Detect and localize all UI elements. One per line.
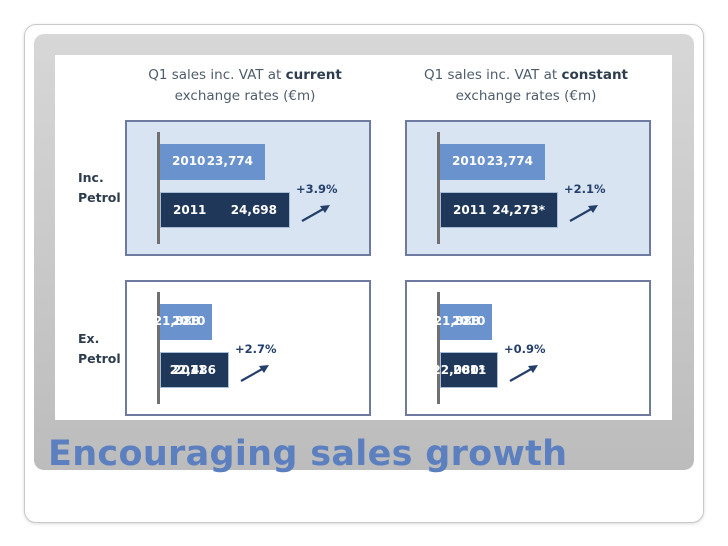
arrow-shaft: [301, 207, 326, 222]
arrow-head: [320, 205, 330, 213]
up-arrow-icon: [569, 205, 598, 222]
column-title-constant-emph: constant: [561, 67, 629, 83]
row-label-inc-petrol: Inc. Petrol: [78, 168, 121, 208]
chart-panel: 2010 23,774 2011 24,273* +2.1%: [405, 120, 651, 256]
bar-value-label: 23,774: [206, 154, 253, 168]
column-title-constant-post: exchange rates (€m): [455, 88, 597, 104]
column-title-current: Q1 sales inc. VAT at current exchange ra…: [105, 65, 385, 107]
panel-axis: [157, 132, 160, 244]
arrow-shaft: [509, 367, 534, 382]
bar-value-label: 22,080*: [432, 363, 485, 377]
bar-2011: 2011 24,273*: [440, 192, 558, 228]
panel-axis: [157, 292, 160, 404]
bar-value-label: 21,888: [153, 314, 200, 328]
bar-year-label: 2011: [453, 203, 487, 217]
up-arrow-icon: [301, 205, 330, 222]
row-label-ex-petrol: Ex. Petrol: [78, 329, 121, 369]
growth-label: +2.7%: [235, 342, 277, 356]
bar-value-label: 21,888: [433, 314, 480, 328]
column-title-current-pre: Q1 sales inc. VAT at: [148, 67, 286, 83]
bar-value-label: 22,486: [169, 363, 216, 377]
panel-axis: [437, 132, 440, 244]
bar-year-label: 2010: [452, 154, 486, 168]
bar-year-label: 2010: [172, 314, 206, 328]
bar-value-label: 23,774: [486, 154, 533, 168]
bar-year-label: 2011: [173, 363, 207, 377]
bar-2011: 2011 24,698: [160, 192, 290, 228]
sales-figure: Q1 sales inc. VAT at current exchange ra…: [55, 55, 672, 420]
slide-title: Encouraging sales growth: [48, 434, 568, 474]
arrow-shaft: [240, 367, 265, 382]
bar-year-label: 2011: [173, 203, 207, 217]
bar-2011: 2011 22,486: [160, 352, 229, 388]
row-label-ex-line2: Petrol: [78, 351, 121, 366]
bar-2010: 2010 23,774: [440, 144, 545, 180]
bar-year-label: 2011: [453, 363, 487, 377]
bar-2011: 2011 22,080*: [432, 352, 498, 388]
bar-year-label: 2010: [172, 154, 206, 168]
column-title-constant: Q1 sales inc. VAT at constant exchange r…: [386, 65, 666, 107]
up-arrow-icon: [240, 365, 269, 382]
chart-panel: 2010 21,888 2011 22,080* +0.9%: [405, 280, 651, 416]
column-title-current-emph: current: [285, 67, 342, 83]
arrow-head: [528, 365, 538, 373]
growth-label: +0.9%: [504, 342, 546, 356]
bar-value-label: 24,698: [230, 203, 277, 217]
bar-2010: 2010 21,888: [154, 304, 212, 340]
panel-axis: [437, 292, 440, 404]
chart-panel: 2010 21,888 2011 22,486 +2.7%: [125, 280, 371, 416]
bar-value-label: 24,273*: [492, 203, 545, 217]
row-label-inc-line1: Inc.: [78, 170, 104, 185]
arrow-head: [259, 365, 269, 373]
arrow-shaft: [569, 207, 594, 222]
up-arrow-icon: [509, 365, 538, 382]
row-label-ex-line1: Ex.: [78, 331, 100, 346]
bar-2010: 2010 21,888: [434, 304, 492, 340]
arrow-head: [588, 205, 598, 213]
growth-label: +3.9%: [296, 182, 338, 196]
bar-year-label: 2010: [452, 314, 486, 328]
column-title-current-post: exchange rates (€m): [174, 88, 316, 104]
column-title-constant-pre: Q1 sales inc. VAT at: [423, 67, 562, 83]
row-label-inc-line2: Petrol: [78, 190, 121, 205]
chart-panel: 2010 23,774 2011 24,698 +3.9%: [125, 120, 371, 256]
bar-2010: 2010 23,774: [160, 144, 265, 180]
growth-label: +2.1%: [564, 182, 606, 196]
